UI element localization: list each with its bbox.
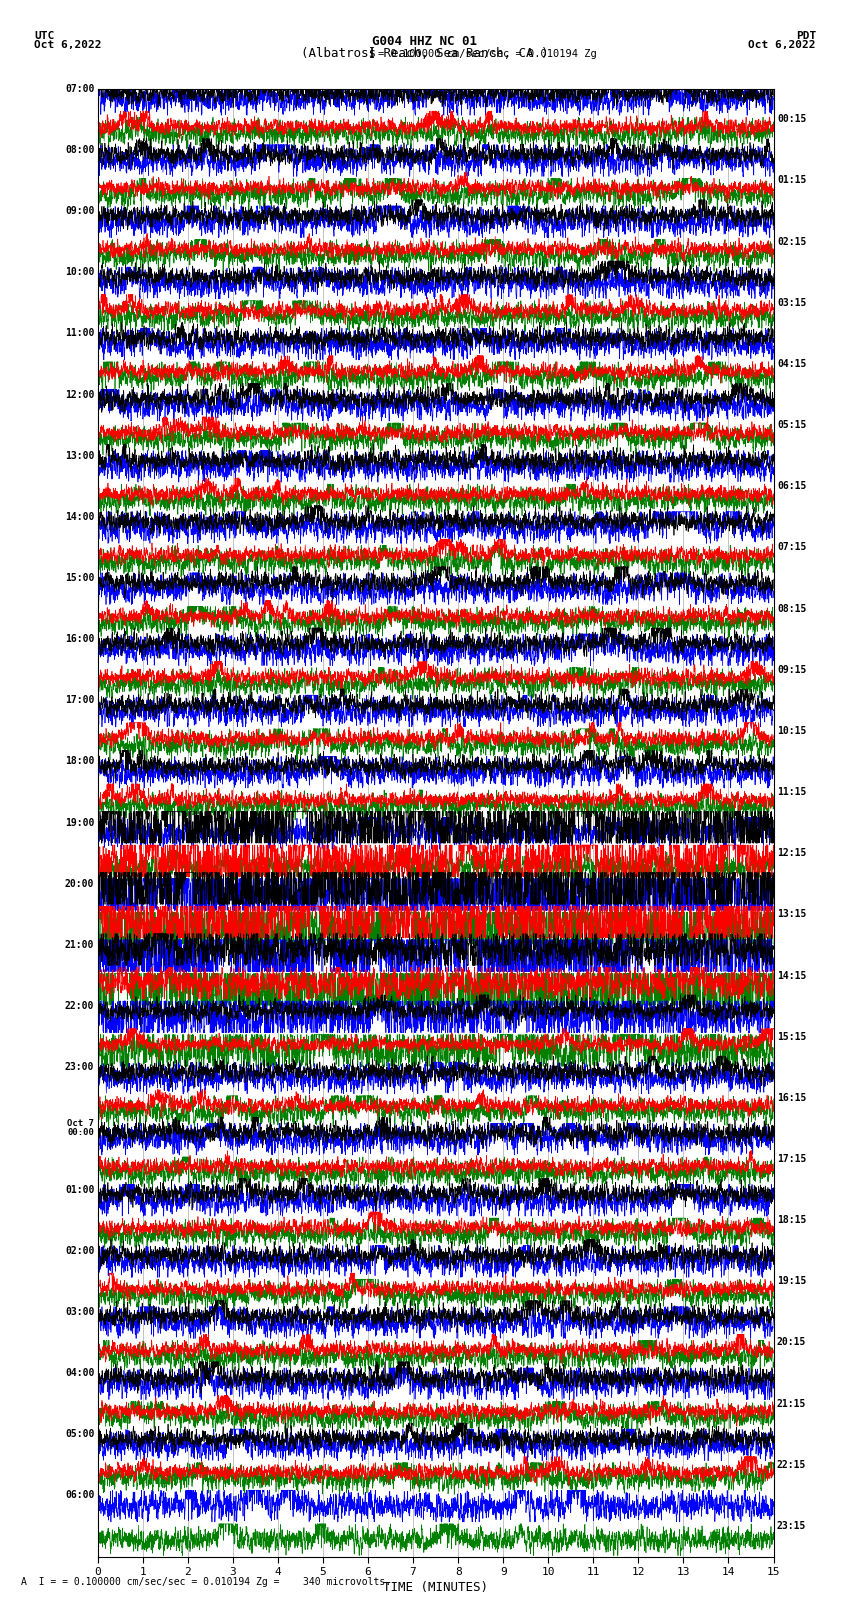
Text: 19:15: 19:15 [777,1276,807,1286]
Text: 02:00: 02:00 [65,1245,94,1257]
Text: 17:15: 17:15 [777,1153,807,1165]
Text: 09:15: 09:15 [777,665,807,674]
Text: 00:15: 00:15 [777,115,807,124]
Text: 20:15: 20:15 [777,1337,807,1347]
Text: UTC: UTC [34,31,54,40]
Text: 11:15: 11:15 [777,787,807,797]
Text: 23:00: 23:00 [65,1063,94,1073]
Text: 22:15: 22:15 [777,1460,807,1469]
Text: 14:15: 14:15 [777,971,807,981]
Text: 01:15: 01:15 [777,176,807,185]
Text: (Albatross Reach, Sea Ranch, CA ): (Albatross Reach, Sea Ranch, CA ) [301,47,549,60]
Text: 05:00: 05:00 [65,1429,94,1439]
Text: 13:00: 13:00 [65,450,94,461]
Text: 21:15: 21:15 [777,1398,807,1408]
Text: 10:15: 10:15 [777,726,807,736]
Text: 16:00: 16:00 [65,634,94,644]
Text: 18:00: 18:00 [65,756,94,766]
Text: 03:15: 03:15 [777,298,807,308]
Text: 00:00: 00:00 [67,1129,94,1137]
Text: 11:00: 11:00 [65,329,94,339]
Text: 04:00: 04:00 [65,1368,94,1378]
Text: 09:00: 09:00 [65,206,94,216]
X-axis label: TIME (MINUTES): TIME (MINUTES) [383,1581,488,1594]
Text: 06:00: 06:00 [65,1490,94,1500]
Text: 20:00: 20:00 [65,879,94,889]
Text: 16:15: 16:15 [777,1094,807,1103]
Text: 19:00: 19:00 [65,818,94,827]
Text: A  I = = 0.100000 cm/sec/sec = 0.010194 Zg =    340 microvolts.: A I = = 0.100000 cm/sec/sec = 0.010194 Z… [21,1578,391,1587]
Text: 23:15: 23:15 [777,1521,807,1531]
Text: Oct 6,2022: Oct 6,2022 [749,40,816,50]
Text: Oct 6,2022: Oct 6,2022 [34,40,101,50]
Text: 21:00: 21:00 [65,940,94,950]
Text: 02:15: 02:15 [777,237,807,247]
Text: = 0.100000 cm/sec/sec = 0.010194 Zg: = 0.100000 cm/sec/sec = 0.010194 Zg [378,48,597,60]
Text: 07:00: 07:00 [65,84,94,94]
Text: 18:15: 18:15 [777,1215,807,1226]
Text: G004 HHZ NC 01: G004 HHZ NC 01 [372,35,478,48]
Text: 08:00: 08:00 [65,145,94,155]
Text: 05:15: 05:15 [777,419,807,431]
Text: 12:00: 12:00 [65,389,94,400]
Text: 10:00: 10:00 [65,268,94,277]
Text: 04:15: 04:15 [777,360,807,369]
Text: 15:15: 15:15 [777,1032,807,1042]
Text: 17:00: 17:00 [65,695,94,705]
Text: 15:00: 15:00 [65,573,94,582]
Text: 22:00: 22:00 [65,1002,94,1011]
Text: 01:00: 01:00 [65,1184,94,1195]
Text: 06:15: 06:15 [777,481,807,492]
Text: 14:00: 14:00 [65,511,94,523]
Text: 03:00: 03:00 [65,1307,94,1316]
Text: 13:15: 13:15 [777,910,807,919]
Text: 08:15: 08:15 [777,603,807,613]
Text: 12:15: 12:15 [777,848,807,858]
Text: 07:15: 07:15 [777,542,807,552]
Text: PDT: PDT [796,31,816,40]
Text: Oct 7: Oct 7 [67,1119,94,1129]
